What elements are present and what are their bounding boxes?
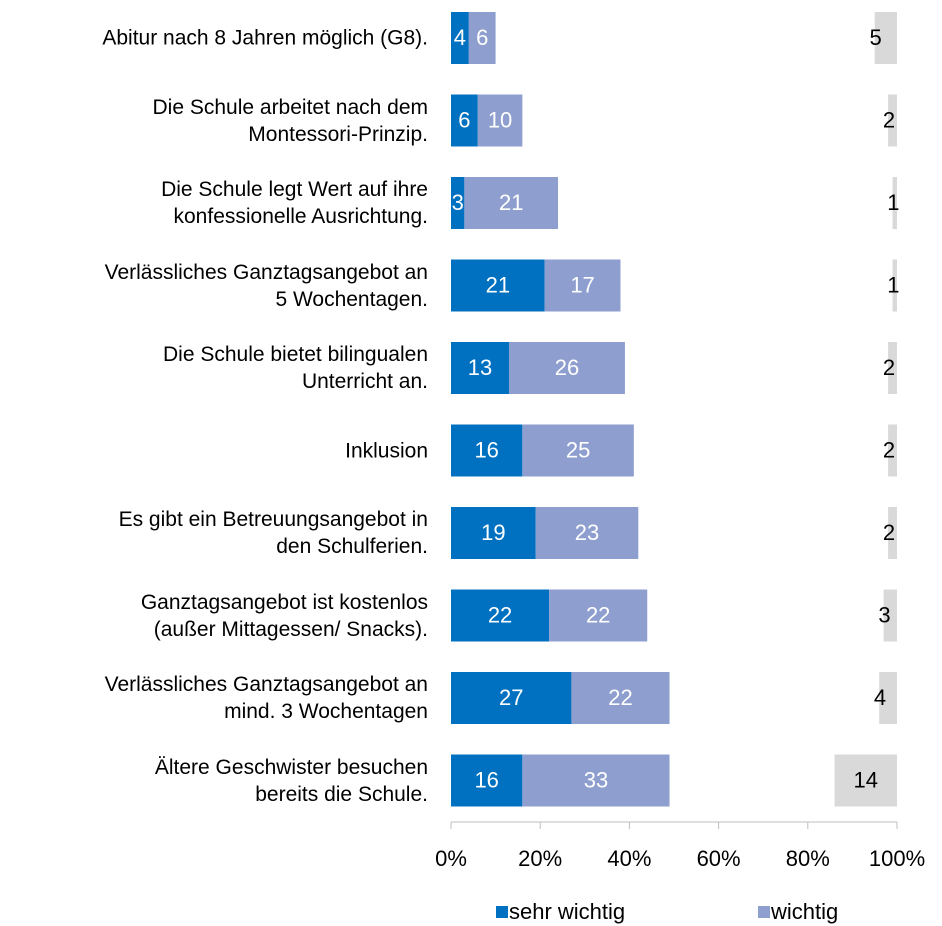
value-label: 16 — [474, 437, 498, 462]
value-label: 5 — [869, 25, 881, 50]
bar — [451, 259, 545, 312]
bar — [874, 12, 897, 64]
category-label: Die Schule legt Wert auf ihre konfession… — [161, 178, 428, 228]
x-tick-label: 80% — [786, 846, 830, 871]
bar — [477, 94, 523, 147]
legend-swatch — [758, 906, 770, 918]
x-tick-label: 100% — [869, 846, 925, 871]
bar — [464, 177, 559, 229]
value-label: 6 — [476, 25, 488, 50]
value-label: 2 — [883, 437, 895, 462]
category-label: Verlässliches Ganztagsangebot an 5 Woche… — [104, 260, 428, 311]
category-label: Abitur nach 8 Jahren möglich (G8). — [102, 26, 428, 50]
value-label: 21 — [486, 272, 510, 297]
value-label: 21 — [499, 190, 523, 215]
bar — [451, 589, 550, 642]
bar — [879, 672, 897, 724]
value-label: 17 — [570, 272, 594, 297]
bar — [522, 424, 634, 477]
bar — [571, 672, 670, 724]
value-label: 27 — [499, 685, 523, 710]
value-label: 3 — [878, 602, 890, 627]
bar — [535, 507, 639, 559]
bar — [451, 424, 523, 477]
legend-swatch — [496, 906, 508, 918]
value-label: 33 — [584, 767, 608, 792]
category-label: Es gibt ein Betreuungsangebot in den Sch… — [118, 508, 428, 558]
value-label: 4 — [454, 25, 466, 50]
legend-label: wichtig — [770, 899, 838, 924]
bar — [888, 94, 897, 147]
bar — [451, 177, 465, 229]
value-label: 22 — [586, 602, 610, 627]
value-label: 14 — [854, 767, 878, 792]
value-label: 22 — [608, 685, 632, 710]
legend-label: sehr wichtig — [509, 899, 625, 924]
category-label: Ganztagsangebot ist kostenlos (außer Mit… — [140, 590, 428, 641]
value-label: 22 — [488, 602, 512, 627]
bar — [508, 342, 625, 394]
bar — [888, 424, 897, 477]
value-label: 6 — [458, 107, 470, 132]
bar — [883, 589, 897, 642]
x-tick-label: 0% — [435, 846, 467, 871]
value-label: 10 — [488, 107, 512, 132]
x-tick-label: 60% — [697, 846, 741, 871]
category-label: Die Schule bietet bilingualen Unterricht… — [162, 343, 428, 393]
bar — [888, 342, 897, 394]
bar — [892, 259, 897, 312]
bar — [834, 754, 897, 807]
category-label: Verlässliches Ganztagsangebot an mind. 3… — [104, 673, 428, 723]
bar — [451, 507, 536, 559]
value-label: 25 — [566, 437, 590, 462]
bar — [544, 259, 621, 312]
bar — [451, 342, 509, 394]
value-label: 16 — [474, 767, 498, 792]
bar — [451, 754, 523, 807]
bar — [522, 754, 670, 807]
value-label: 1 — [887, 272, 899, 297]
bar — [468, 12, 496, 64]
value-label: 2 — [883, 520, 895, 545]
bar — [451, 672, 572, 724]
value-label: 2 — [883, 355, 895, 380]
bar — [892, 177, 897, 229]
x-tick-label: 40% — [607, 846, 651, 871]
category-label: Die Schule arbeitet nach dem Montessori-… — [152, 95, 429, 146]
value-label: 23 — [575, 520, 599, 545]
bar — [549, 589, 648, 642]
value-label: 1 — [887, 190, 899, 215]
bar — [451, 12, 469, 64]
category-label: Inklusion — [345, 439, 428, 462]
value-label: 4 — [874, 685, 886, 710]
value-label: 2 — [883, 107, 895, 132]
value-label: 26 — [555, 355, 579, 380]
value-label: 13 — [468, 355, 492, 380]
category-label: Ältere Geschwister besuchen bereits die … — [154, 755, 428, 806]
bar — [451, 94, 478, 147]
value-label: 19 — [481, 520, 505, 545]
value-label: 3 — [452, 190, 464, 215]
bar — [888, 507, 897, 559]
x-tick-label: 20% — [518, 846, 562, 871]
